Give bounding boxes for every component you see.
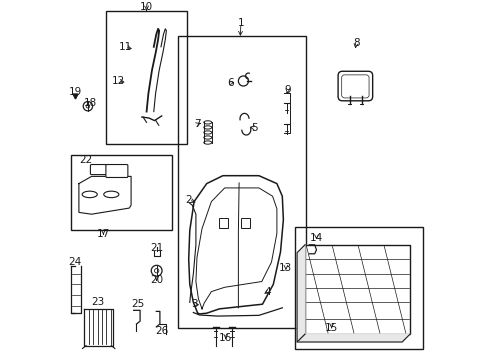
Text: 10: 10 — [140, 2, 153, 12]
Bar — [219, 218, 227, 228]
Text: 4: 4 — [264, 287, 271, 297]
FancyBboxPatch shape — [337, 71, 372, 101]
Text: 21: 21 — [150, 243, 163, 253]
Ellipse shape — [82, 191, 97, 198]
Text: 9: 9 — [284, 85, 290, 95]
Text: 20: 20 — [150, 275, 163, 285]
Polygon shape — [296, 245, 305, 342]
Polygon shape — [296, 334, 409, 342]
Text: 19: 19 — [68, 87, 82, 97]
Text: 14: 14 — [309, 233, 323, 243]
Text: 24: 24 — [68, 257, 82, 267]
Text: 23: 23 — [91, 297, 104, 307]
FancyBboxPatch shape — [90, 165, 107, 175]
Text: 12: 12 — [112, 76, 125, 86]
Ellipse shape — [103, 191, 119, 198]
Text: 1: 1 — [237, 18, 244, 28]
Text: 15: 15 — [325, 323, 338, 333]
Bar — [241, 218, 249, 228]
Text: 13: 13 — [279, 263, 292, 273]
Bar — [106, 11, 186, 144]
Text: 16: 16 — [219, 333, 232, 343]
Bar — [71, 155, 172, 230]
Text: 6: 6 — [226, 78, 233, 88]
Text: 22: 22 — [80, 155, 93, 165]
Text: 3: 3 — [190, 299, 197, 309]
Polygon shape — [79, 176, 131, 214]
Text: 8: 8 — [352, 38, 359, 48]
Text: 17: 17 — [97, 229, 110, 239]
Text: 25: 25 — [131, 299, 144, 309]
Text: 18: 18 — [83, 98, 97, 108]
Bar — [178, 36, 305, 328]
Bar — [294, 227, 422, 349]
Polygon shape — [305, 245, 409, 334]
Text: 7: 7 — [194, 119, 201, 129]
Text: 5: 5 — [251, 123, 257, 133]
Text: 11: 11 — [118, 42, 131, 52]
Text: 26: 26 — [155, 326, 168, 336]
Text: 2: 2 — [185, 195, 192, 205]
FancyBboxPatch shape — [106, 165, 127, 177]
